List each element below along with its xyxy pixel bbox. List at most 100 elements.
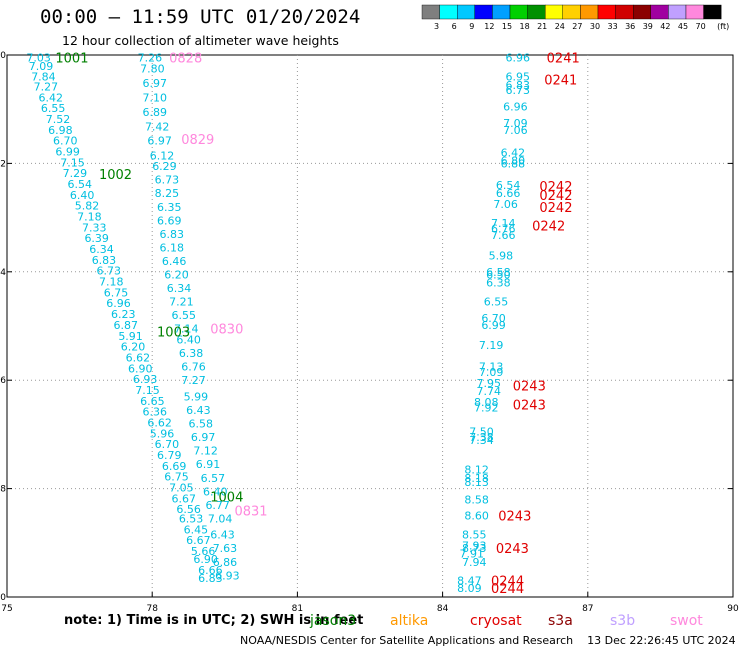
y-tick-label: 12	[0, 159, 6, 169]
colorbar-tick-label: 27	[572, 22, 582, 31]
wave-height-value: 7.94	[462, 556, 487, 569]
colorbar-swatch	[685, 4, 704, 20]
wave-height-value: 6.83	[92, 254, 117, 267]
colorbar-tick-label: 18	[520, 22, 530, 31]
wave-height-value: 8.60	[464, 510, 489, 523]
wave-height-value: 7.04	[208, 512, 233, 525]
wave-height-value: 6.93	[215, 569, 240, 582]
wave-height-value: 6.38	[486, 277, 511, 290]
pass-time-label: 1001	[55, 52, 88, 67]
legend-item-jason3: jason3	[310, 613, 357, 629]
wave-height-value: 6.62	[126, 351, 151, 364]
wave-height-value: 7.18	[77, 211, 102, 224]
colorbar-swatch	[580, 4, 599, 20]
x-tick-label: 90	[727, 604, 739, 614]
wave-height-value: 7.09	[503, 117, 527, 130]
wave-height-value: 6.83	[159, 228, 184, 241]
wave-height-value: 6.98	[48, 124, 73, 137]
wave-height-value: 6.93	[133, 373, 158, 386]
colorbar-tick-label: 39	[643, 22, 653, 31]
y-tick-label: 20	[0, 593, 6, 603]
wave-height-value: 6.97	[147, 135, 172, 148]
wave-height-value: 6.99	[55, 145, 80, 158]
wave-height-value: 6.43	[210, 529, 235, 542]
wave-height-value: 7.14	[174, 323, 199, 336]
wave-height-value: 6.76	[181, 361, 206, 374]
wave-height-value: 6.56	[176, 503, 201, 516]
colorbar-swatch	[457, 4, 476, 20]
pass-time-label: 1004	[210, 491, 243, 506]
colorbar-tick-label: 15	[502, 22, 512, 31]
wave-height-value: 8.47	[457, 575, 482, 588]
wave-height-value: 6.45	[184, 523, 209, 536]
wave-height-value: 8.08	[474, 396, 499, 409]
legend-item-s3b: s3b	[610, 613, 636, 629]
wave-height-value: 6.70	[53, 135, 77, 148]
wave-height-value: 7.63	[213, 542, 238, 555]
colorbar-swatch	[562, 4, 581, 20]
pass-time-label: 1002	[99, 168, 132, 183]
pass-time-label: 0242	[539, 189, 572, 204]
wave-height-value: 7.50	[469, 426, 494, 439]
wave-height-value: 6.76	[491, 222, 516, 235]
wave-height-value: 6.55	[172, 309, 197, 322]
colorbar-tick-label: 3	[434, 22, 439, 31]
wave-height-value: 7.34	[469, 434, 494, 447]
pass-time-label: 0242	[532, 220, 565, 235]
colorbar-swatch	[474, 4, 493, 20]
legend-item-s3a: s3a	[548, 613, 573, 629]
pass-time-label: 0244	[491, 575, 524, 590]
wave-height-value: 6.70	[481, 312, 506, 325]
legend-item-swot: swot	[670, 613, 703, 629]
wave-height-value: 6.99	[481, 319, 506, 332]
wave-height-value: 7.09	[479, 366, 504, 379]
wave-height-value: 5.98	[489, 250, 513, 263]
wave-height-value: 8.09	[457, 582, 482, 595]
wave-height-value: 7.92	[474, 401, 499, 414]
wave-height-value: 5.82	[75, 200, 100, 213]
wave-height-value: 6.86	[213, 556, 238, 569]
wave-height-value: 8.18	[464, 472, 489, 485]
pass-time-label: 0241	[547, 52, 580, 67]
wave-height-value: 6.70	[155, 438, 180, 451]
wave-height-value: 7.42	[145, 121, 170, 134]
wave-height-value: 6.23	[111, 308, 136, 321]
wave-height-value: 6.75	[164, 471, 189, 484]
wave-height-value: 6.57	[201, 472, 226, 485]
plot-frame	[6, 54, 734, 598]
wave-height-value: 6.66	[496, 187, 520, 200]
wave-height-value: 6.58	[486, 266, 511, 279]
wave-height-value: 6.62	[147, 416, 172, 429]
wave-height-value: 6.73	[97, 265, 122, 278]
pass-time-label: 0831	[234, 504, 267, 519]
wave-height-value: 7.18	[99, 276, 124, 289]
pass-time-label: 1003	[157, 325, 190, 340]
legend-item-altika: altika	[390, 613, 429, 629]
wave-height-value: 8.55	[462, 529, 487, 542]
wave-height-value: 6.65	[140, 395, 165, 408]
wave-height-value: 6.43	[186, 404, 211, 417]
pass-time-label: 0244	[491, 582, 524, 597]
x-tick-label: 84	[437, 604, 449, 614]
wave-height-value: 6.97	[143, 77, 168, 90]
wave-height-value: 6.97	[191, 431, 216, 444]
colorbar-swatch	[509, 4, 528, 20]
colorbar-tick-label: 45	[678, 22, 688, 31]
wave-height-value: 6.54	[496, 179, 520, 192]
wave-height-value: 7.52	[46, 113, 71, 126]
wave-height-value: 6.67	[186, 534, 211, 547]
wave-height-value: 6.66	[198, 564, 223, 577]
wave-height-value: 6.18	[159, 241, 184, 254]
wave-height-value: 7.15	[60, 156, 85, 169]
colorbar-swatch	[545, 4, 564, 20]
pass-time-label: 0242	[539, 180, 572, 195]
wave-height-value: 6.29	[152, 160, 177, 173]
wave-height-value: 6.73	[506, 84, 531, 97]
wave-height-value: 6.20	[164, 269, 189, 282]
wave-height-value: 6.38	[179, 347, 204, 360]
wave-height-value: 7.14	[491, 217, 516, 230]
y-tick-label: 14	[0, 268, 6, 278]
wave-height-value: 7.91	[460, 548, 485, 561]
wave-height-value: 6.34	[167, 282, 192, 295]
